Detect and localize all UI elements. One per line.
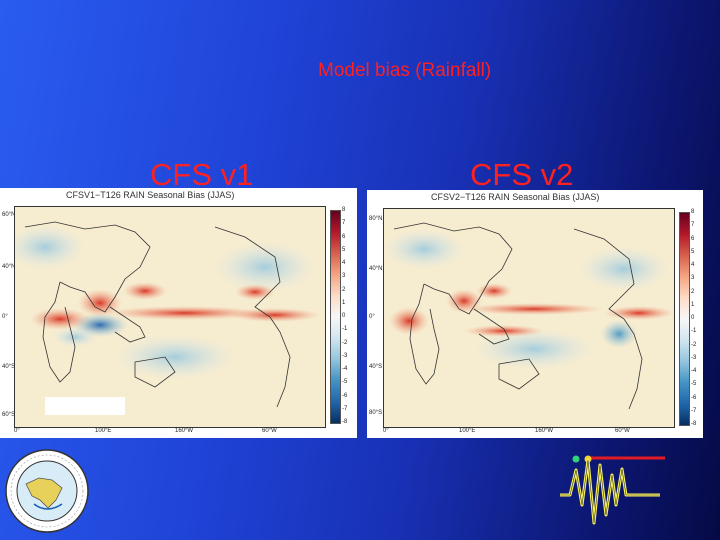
slide-title: Model bias (Rainfall) [318,60,492,81]
colorbar-tick-label: -2 [691,341,697,348]
lat-label: 60°N [2,212,16,218]
colorbar-tick-label: -4 [342,366,348,372]
colorbar-tick-label: 0 [342,313,346,319]
left-map-svg [15,207,325,427]
colorbar-tick-label: -8 [342,419,348,425]
lat-label: 80°N [369,216,383,222]
colorbar-tick-label: -6 [691,394,697,401]
lat-label: 40°N [369,266,383,272]
colorbar-tick-label: 2 [342,286,346,293]
colorbar-tick-label: 5 [342,246,346,253]
right-map-svg [384,209,674,427]
colorbar-tick-label: -7 [342,405,348,412]
colorbar-tick-label: -1 [691,328,697,335]
colorbar-tick-label: 8 [342,207,346,213]
lat-label: 40°N [2,264,16,270]
colorbar-tick-label: 0 [691,315,695,321]
colorbar-tick-label: -4 [691,368,697,374]
colorbar-tick-label: 8 [691,209,695,215]
colorbar-tick-label: -5 [342,379,348,386]
seismograph-icon [560,445,670,530]
lon-label: 60°W [262,428,277,434]
right-bias-map: CFSV2−T126 RAIN Seasonal Bias (JJAS) 80°… [367,190,703,438]
colorbar-tick-label: 4 [342,260,346,266]
colorbar-tick-label: 4 [691,262,695,268]
lat-label: 40°S [369,364,383,370]
right-map-area [383,208,675,428]
lon-label: 60°W [615,428,630,434]
lon-label: 100°E [459,428,476,434]
right-panel-label: CFS v2 [470,157,574,192]
lat-label: 40°S [2,364,16,370]
left-panel-label: CFS v1 [150,157,254,192]
colorbar-tick-label: -8 [691,421,697,427]
colorbar-tick-label: -3 [342,352,348,359]
lat-label: 60°S [2,412,16,418]
colorbar-tick-label: -5 [691,381,697,388]
left-map-area [14,206,326,428]
colorbar-tick-label: 7 [691,222,695,229]
left-bias-map: CFSV1−T126 RAIN Seasonal Bias (JJAS) 60°… [0,188,357,438]
lon-label: 160°W [175,428,194,434]
lat-label: 0° [2,314,8,320]
colorbar-tick-label: 6 [342,233,346,240]
colorbar-tick-label: 6 [691,235,695,242]
colorbar-tick-label: 7 [342,220,346,227]
lon-label: 100°E [95,428,112,434]
left-map-title: CFSV1−T126 RAIN Seasonal Bias (JJAS) [66,190,235,200]
right-map-title: CFSV2−T126 RAIN Seasonal Bias (JJAS) [431,192,600,202]
emblem-logo-icon [4,448,90,534]
left-colorbar [330,210,341,424]
lon-label: 0° [14,428,20,434]
colorbar-tick-label: 1 [691,301,695,308]
colorbar-tick-label: -2 [342,339,348,346]
colorbar-tick-label: 5 [691,248,695,255]
colorbar-tick-label: 3 [691,275,695,282]
colorbar-tick-label: -1 [342,326,348,333]
lat-label: 0° [369,314,375,320]
colorbar-tick-label: 3 [342,273,346,280]
lon-label: 0° [383,428,389,434]
colorbar-tick-label: -7 [691,407,697,414]
lon-label: 160°W [535,428,554,434]
colorbar-tick-label: -6 [342,392,348,399]
colorbar-tick-label: 2 [691,288,695,295]
colorbar-tick-label: -3 [691,354,697,361]
lat-label: 80°S [369,410,383,416]
colorbar-tick-label: 1 [342,299,346,306]
right-colorbar [679,212,690,426]
